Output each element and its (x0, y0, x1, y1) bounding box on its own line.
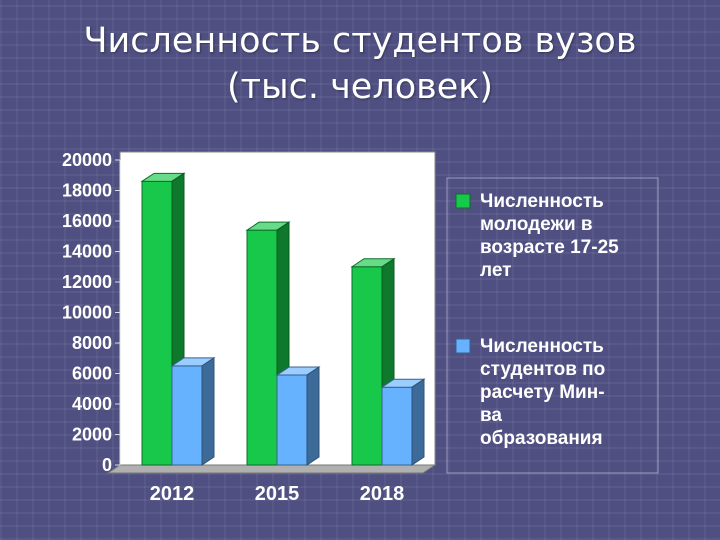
y-tick-label: 10000 (62, 303, 112, 323)
y-tick-label: 4000 (72, 394, 112, 414)
bar-side-face (201, 356, 215, 466)
bar (276, 374, 308, 466)
bar-side-face (411, 378, 425, 466)
y-tick-label: 16000 (62, 211, 112, 231)
y-tick-label: 8000 (72, 333, 112, 353)
legend-label-line: студентов по (480, 359, 605, 380)
bar (246, 229, 278, 466)
legend-label-line: Численность (480, 336, 604, 357)
bar (141, 180, 173, 466)
legend-swatch (455, 338, 471, 354)
y-tick-label: 14000 (62, 242, 112, 262)
legend-label-line: молодежи в (480, 214, 593, 235)
legend-label-line: образования (480, 428, 603, 449)
legend-label-line: лет (480, 260, 511, 281)
legend-box (446, 177, 659, 474)
slide-title: Численность студентов вузов (тыс. челове… (0, 18, 720, 110)
x-tick-label: 2012 (150, 483, 195, 505)
legend-label-line: Численность (480, 191, 604, 212)
bar-side-face (306, 366, 320, 466)
legend-label-line: расчету Мин- (480, 382, 605, 403)
title-line-2: (тыс. человек) (226, 67, 494, 107)
legend-label-line: возрасте 17-25 (480, 237, 619, 258)
bar (171, 365, 203, 466)
x-tick-label: 2015 (255, 483, 300, 505)
y-tick-label: 0 (102, 455, 112, 475)
bar (351, 266, 383, 466)
y-tick-label: 20000 (62, 150, 112, 170)
bar (381, 386, 413, 466)
y-tick-label: 2000 (72, 425, 112, 445)
chart-floor (106, 464, 437, 474)
title-line-1: Численность студентов вузов (83, 21, 637, 61)
y-tick-label: 12000 (62, 272, 112, 292)
legend-label-line: ва (480, 405, 502, 426)
y-tick-label: 6000 (72, 364, 112, 384)
x-tick-label: 2018 (360, 483, 405, 505)
y-tick-label: 18000 (62, 181, 112, 201)
legend-swatch (455, 193, 471, 209)
